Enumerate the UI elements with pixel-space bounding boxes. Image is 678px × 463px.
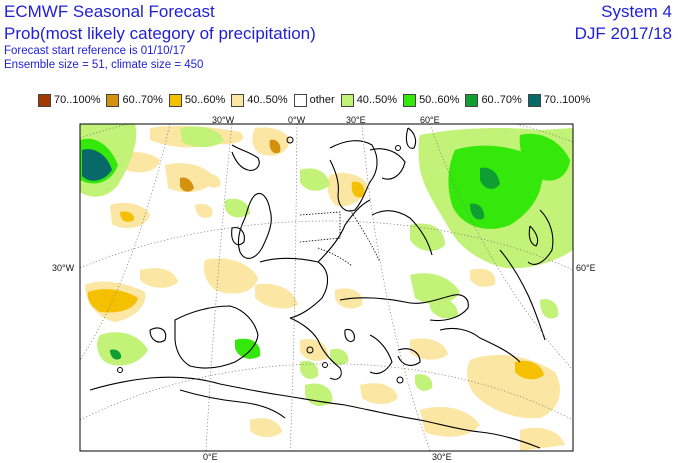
forecast-start-reference: Forecast start reference is 01/10/17 bbox=[4, 45, 186, 57]
legend-swatch bbox=[465, 93, 479, 107]
legend-item: 40..50% bbox=[231, 93, 288, 107]
legend-swatch bbox=[293, 93, 307, 107]
islands bbox=[117, 136, 404, 384]
ensemble-size: Ensemble size = 51, climate size = 450 bbox=[4, 59, 204, 71]
legend-label: 50..60% bbox=[419, 94, 460, 106]
legend-swatch bbox=[168, 93, 182, 107]
lon-label-top: 60°E bbox=[420, 115, 440, 125]
legend-item: 70..100% bbox=[527, 93, 591, 107]
graticule-labels: 30°W 0°W 30°E 60°E 30°W 60°E 0°E 30°E bbox=[52, 115, 596, 462]
lon-label-top: 30°W bbox=[212, 115, 235, 125]
lon-label-bottom: 30°E bbox=[432, 452, 452, 462]
legend-swatch bbox=[231, 93, 245, 107]
legend-label: 50..60% bbox=[184, 94, 226, 106]
legend-item: 50..60% bbox=[403, 93, 460, 107]
legend-label: 40..50% bbox=[356, 94, 398, 106]
subtitle: Prob(most likely category of precipitati… bbox=[4, 24, 316, 43]
legend-swatch bbox=[106, 93, 120, 107]
lon-label-bottom: 0°E bbox=[203, 452, 218, 462]
legend-swatch bbox=[340, 93, 354, 107]
legend-label: 60..70% bbox=[481, 94, 522, 106]
legend-item: 60..70% bbox=[106, 93, 163, 107]
legend-label: 70..100% bbox=[543, 94, 591, 106]
legend-item: 50..60% bbox=[168, 93, 226, 107]
wet-regions bbox=[80, 124, 573, 406]
legend-swatch bbox=[38, 93, 51, 107]
legend-label: 60..70% bbox=[122, 94, 163, 106]
lat-label-left: 30°W bbox=[52, 263, 75, 273]
legend-label: 70..100% bbox=[54, 94, 101, 106]
map-area bbox=[80, 124, 573, 451]
legend-item: 70..100% bbox=[38, 93, 101, 107]
legend: 70..100% 60..70% 50..60% 40..50% other 4… bbox=[38, 92, 596, 108]
season-label: DJF 2017/18 bbox=[574, 24, 672, 43]
legend-item: 40..50% bbox=[340, 93, 398, 107]
boundaries bbox=[299, 209, 381, 267]
legend-label: other bbox=[309, 94, 335, 106]
lat-label-right: 60°E bbox=[576, 263, 596, 273]
legend-swatch bbox=[403, 93, 417, 107]
lon-label-top: 30°E bbox=[346, 115, 366, 125]
system-label: System 4 bbox=[601, 2, 672, 21]
legend-item: other bbox=[293, 93, 335, 107]
legend-swatch bbox=[527, 93, 541, 107]
title: ECMWF Seasonal Forecast bbox=[4, 2, 215, 21]
legend-item: 60..70% bbox=[465, 93, 522, 107]
dry-regions bbox=[85, 125, 565, 451]
legend-label: 40..50% bbox=[247, 94, 288, 106]
map-frame bbox=[79, 123, 574, 452]
lon-label-top: 0°W bbox=[288, 115, 306, 125]
graticule bbox=[80, 124, 573, 451]
